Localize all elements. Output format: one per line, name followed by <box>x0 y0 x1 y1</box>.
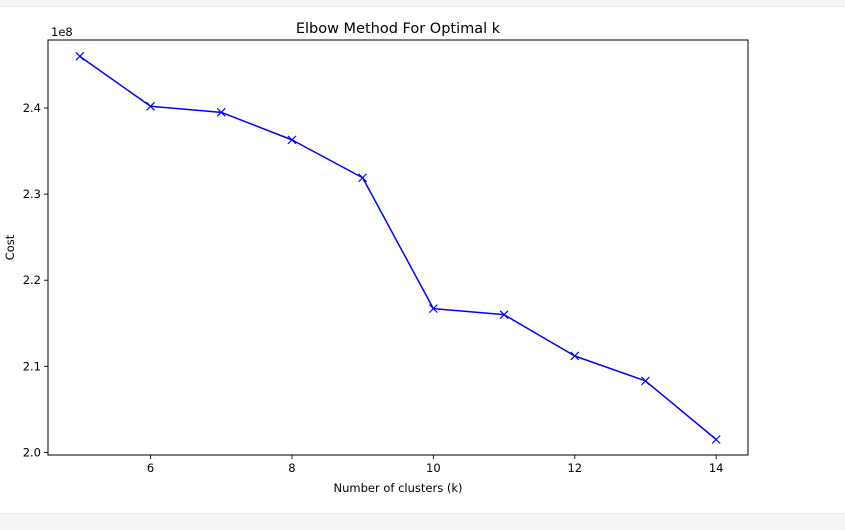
y-tick-label: 2.3 <box>23 187 41 201</box>
data-point-marker <box>570 351 580 361</box>
top-strip <box>0 0 845 7</box>
data-point-marker <box>428 304 438 314</box>
chart-title: Elbow Method For Optimal k <box>296 21 501 37</box>
data-point-marker <box>711 435 721 444</box>
x-axis-ticks: 6 8 10 12 14 <box>147 455 724 475</box>
data-point-marker <box>146 101 155 111</box>
y-axis-offset-label: 1e8 <box>51 25 73 39</box>
data-point-marker <box>641 376 650 386</box>
data-point-marker <box>216 107 226 117</box>
x-tick-label: 10 <box>426 461 441 475</box>
plot-area <box>47 39 749 456</box>
bottom-strip <box>0 513 845 530</box>
y-axis-ticks: 2.0 2.1 2.2 2.3 2.4 <box>23 101 48 459</box>
data-point-marker <box>287 135 297 145</box>
data-point-marker <box>499 310 509 320</box>
y-tick-label: 2.0 <box>23 445 41 459</box>
x-tick-label: 14 <box>709 461 724 475</box>
data-point-marker <box>358 173 368 183</box>
series-markers <box>75 51 721 444</box>
y-tick-label: 2.2 <box>23 273 41 287</box>
x-tick-label: 6 <box>147 461 154 475</box>
elbow-chart: Elbow Method For Optimal k 1e8 Number of… <box>3 21 749 495</box>
series-line-cost <box>79 55 717 441</box>
y-tick-label: 2.4 <box>23 101 41 115</box>
y-axis-label: Cost <box>3 234 17 260</box>
x-tick-label: 8 <box>288 461 295 475</box>
data-point-marker <box>75 51 85 61</box>
x-tick-label: 12 <box>567 461 582 475</box>
y-tick-label: 2.1 <box>23 359 41 373</box>
x-axis-label: Number of clusters (k) <box>334 481 463 495</box>
